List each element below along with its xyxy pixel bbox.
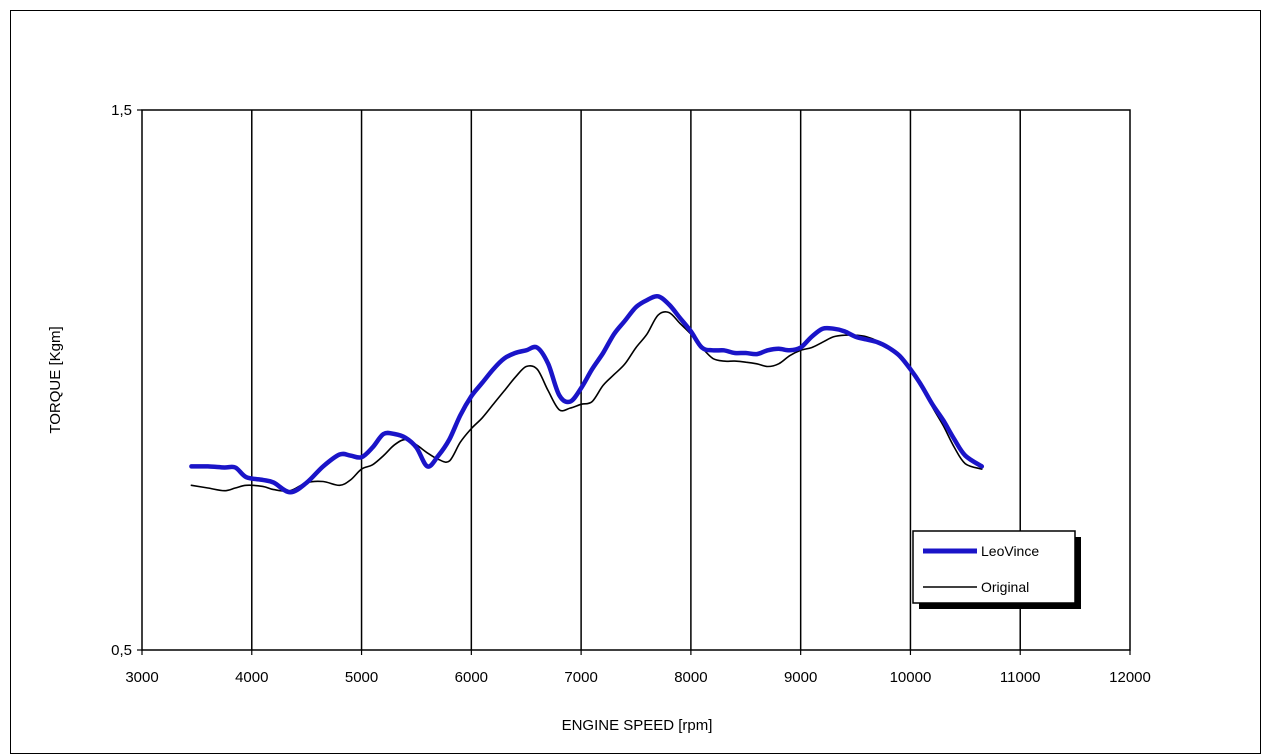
y-tick-label: 0,5	[111, 642, 132, 659]
legend-label-leovince: LeoVince	[981, 543, 1039, 559]
axis-ticks: 3000 4000 5000 6000 7000 8000 9000 10000 11000 12…	[111, 102, 1151, 686]
x-tick-label: 9000	[784, 669, 817, 686]
vertical-gridlines	[251, 110, 1021, 650]
y-tick-label: 1,5	[111, 102, 132, 119]
plot-area	[141, 109, 1131, 651]
series-lines	[189, 293, 985, 495]
x-tick-label: 6000	[455, 669, 488, 686]
legend-label-original: Original	[981, 579, 1029, 595]
chart-frame	[10, 10, 1261, 754]
x-tick-label: 5000	[345, 669, 378, 686]
x-tick-label: 7000	[564, 669, 597, 686]
legend: LeoVince Original	[912, 530, 1081, 609]
x-axis-label: ENGINE SPEED [rpm]	[562, 717, 713, 734]
x-tick-label: 12000	[1109, 669, 1151, 686]
x-tick-label: 4000	[235, 669, 268, 686]
x-tick-label: 8000	[674, 669, 707, 686]
x-tick-label: 10000	[890, 669, 932, 686]
series-line-leovince	[189, 293, 985, 495]
x-tick-label: 11000	[1000, 669, 1041, 686]
x-tick-label: 3000	[125, 669, 158, 686]
y-axis-label: TORQUE [Kgm]	[47, 326, 64, 433]
legend-box	[912, 530, 1076, 604]
